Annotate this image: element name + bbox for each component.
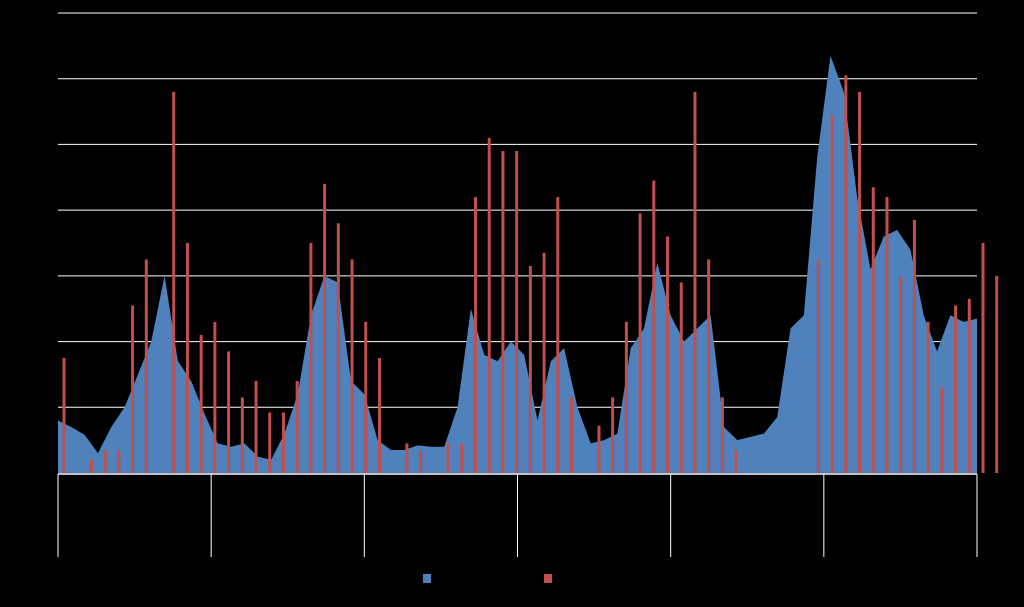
- bar: [281, 412, 285, 473]
- bar: [240, 397, 244, 473]
- bar-series: [62, 75, 999, 474]
- bar: [89, 459, 93, 473]
- bar: [830, 114, 834, 474]
- bar: [707, 259, 711, 473]
- bar: [199, 335, 203, 473]
- bar: [323, 183, 327, 474]
- bar: [871, 187, 875, 473]
- bar: [912, 220, 916, 473]
- bar: [419, 450, 423, 473]
- bar: [227, 351, 231, 473]
- bar: [528, 266, 532, 473]
- legend-swatch-bar: [544, 574, 552, 583]
- bar: [473, 197, 477, 473]
- bar: [858, 91, 862, 474]
- bar: [446, 443, 450, 473]
- bar: [899, 275, 903, 473]
- bar: [405, 443, 409, 473]
- bar: [103, 450, 107, 473]
- bar: [117, 450, 121, 473]
- bar: [213, 321, 217, 473]
- bar: [885, 197, 889, 473]
- bar: [144, 259, 148, 473]
- bar: [268, 412, 272, 473]
- x-axis: [57, 473, 978, 557]
- bar: [364, 321, 368, 473]
- bar: [981, 243, 985, 473]
- bar: [926, 321, 930, 473]
- bar: [515, 151, 519, 473]
- bar: [624, 321, 628, 473]
- bar: [638, 213, 642, 473]
- bar: [652, 180, 656, 473]
- bar: [611, 397, 615, 473]
- bar: [954, 305, 958, 473]
- bar: [131, 305, 135, 473]
- bar: [336, 223, 340, 473]
- bar: [666, 236, 670, 473]
- bar: [556, 197, 560, 473]
- bar: [967, 298, 971, 473]
- bar: [734, 450, 738, 473]
- bar: [693, 91, 697, 474]
- bar: [295, 381, 299, 473]
- bar: [597, 425, 601, 473]
- bar: [844, 75, 848, 474]
- bar: [377, 358, 381, 473]
- bar: [254, 381, 258, 473]
- legend: [423, 574, 552, 583]
- bar: [185, 243, 189, 473]
- bar: [816, 259, 820, 473]
- bar: [350, 259, 354, 473]
- bar: [309, 243, 313, 473]
- bar: [940, 387, 944, 473]
- bar: [172, 91, 176, 474]
- bar: [679, 282, 683, 473]
- legend-swatch-area: [423, 574, 431, 583]
- bar: [542, 252, 546, 473]
- bar: [501, 151, 505, 473]
- bar: [720, 397, 724, 473]
- bar: [570, 397, 574, 473]
- bar: [460, 443, 464, 473]
- bar: [995, 275, 999, 473]
- bar: [487, 137, 491, 474]
- bar: [62, 358, 66, 473]
